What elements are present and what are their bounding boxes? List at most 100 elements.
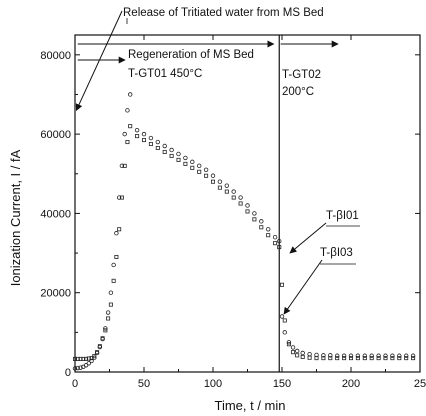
data-point [231, 189, 236, 194]
data-point [135, 134, 140, 139]
data-point [348, 353, 354, 358]
arrow-tbi03 [283, 259, 323, 315]
data-point [224, 189, 229, 194]
data-point [108, 290, 114, 295]
data-point [162, 143, 167, 149]
data-point [78, 356, 83, 361]
data-point [73, 356, 78, 361]
data-point [86, 356, 91, 361]
data-point [103, 328, 108, 333]
data-point [148, 142, 153, 147]
x-tick-label: 200 [342, 378, 360, 390]
data-point [245, 209, 250, 214]
data-point [294, 348, 300, 354]
data-point [341, 353, 347, 358]
annotation-release: Release of Tritiated water from MS Bed [123, 7, 324, 19]
data-point [286, 342, 291, 347]
data-point [75, 356, 80, 361]
data-point [376, 353, 381, 358]
x-tick-label: 25 [414, 378, 426, 390]
data-point [190, 159, 195, 165]
data-point [404, 353, 409, 358]
data-point [369, 353, 374, 358]
data-point [224, 183, 229, 188]
data-point [119, 163, 125, 169]
data-point [89, 358, 94, 364]
data-point [355, 356, 360, 361]
data-point [183, 161, 188, 166]
series-0 [72, 92, 416, 371]
data-point [111, 278, 116, 283]
data-point [204, 173, 209, 178]
annotations [75, 10, 360, 315]
data-point [155, 145, 160, 150]
annotation-tgt01: T-GT01 450°C [128, 68, 202, 80]
data-point [100, 336, 105, 341]
x-tick-label: 50 [138, 378, 150, 390]
x-axis-label: Time, t / min [214, 398, 285, 413]
data-point [210, 179, 215, 184]
data-point [295, 353, 300, 358]
data-point [307, 351, 312, 357]
data-point [92, 354, 97, 359]
y-tick-label: 80000 [40, 50, 71, 62]
data-point [238, 201, 243, 206]
data-point [134, 127, 140, 133]
data-point [383, 353, 388, 358]
data-point [190, 165, 195, 170]
data-point [279, 314, 285, 319]
data-point [328, 353, 333, 358]
y-tick-label: 20000 [40, 288, 71, 300]
data-point [282, 330, 287, 335]
data-point [335, 356, 340, 361]
data-point [321, 356, 326, 361]
data-point [362, 353, 367, 358]
data-point [369, 356, 374, 361]
data-point [72, 366, 78, 371]
series-1 [73, 124, 416, 361]
arrow-tbi01 [289, 222, 327, 254]
data-point [307, 355, 312, 360]
data-point [390, 353, 395, 358]
data-point [78, 365, 83, 370]
data-point [217, 179, 223, 184]
annotation-tbi03: T-βI03 [320, 247, 353, 259]
data-point [273, 241, 278, 246]
data-point [197, 169, 202, 174]
data-point [217, 185, 222, 190]
data-point [116, 195, 122, 200]
data-point [390, 356, 395, 361]
data-point [335, 353, 340, 358]
data-point [176, 151, 181, 157]
data-point [266, 227, 271, 232]
data-point [155, 139, 160, 145]
data-point [203, 167, 209, 172]
x-tick-label: 150 [273, 378, 291, 390]
data-point [321, 353, 326, 358]
data-point [362, 356, 367, 361]
data-point [141, 131, 147, 137]
x-tick-label: 0 [72, 378, 78, 390]
annotation-regeneration: Regeneration of MS Bed [128, 49, 254, 61]
data-point [277, 245, 282, 250]
data-point [342, 356, 347, 361]
data-point [86, 361, 91, 366]
data-point [84, 356, 89, 361]
data-point [127, 92, 133, 97]
data-point [259, 225, 264, 230]
data-point [300, 350, 305, 356]
data-point [355, 353, 361, 358]
data-point [282, 318, 287, 323]
data-point [376, 356, 381, 361]
data-point [119, 195, 124, 200]
data-point [162, 149, 167, 154]
data-point [259, 219, 264, 224]
data-point [231, 195, 236, 200]
data-point [169, 153, 174, 158]
data-point [328, 356, 333, 361]
data-point [81, 356, 86, 361]
data-point [122, 163, 127, 168]
data-point [272, 234, 278, 240]
